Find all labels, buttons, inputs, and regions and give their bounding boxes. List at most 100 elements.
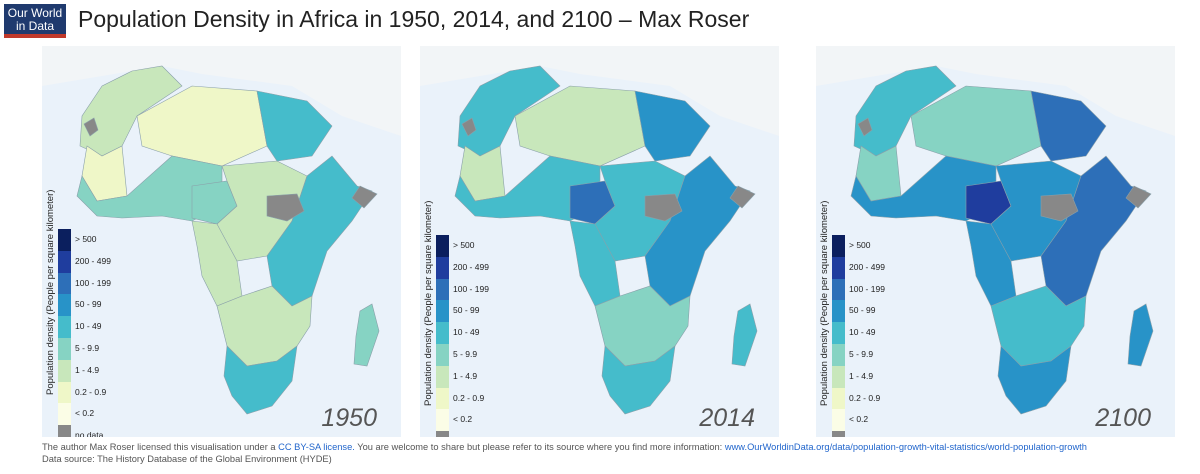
legend-swatch <box>58 359 71 382</box>
region-southtip[interactable] <box>997 345 1072 415</box>
footer-data-source: Data source: The History Database of the… <box>42 454 332 464</box>
legend-swatch <box>832 343 845 366</box>
legend-swatch <box>832 322 845 344</box>
region-east[interactable] <box>644 155 751 307</box>
legend-label: 10 - 49 <box>849 327 876 338</box>
legend-label: 0.2 - 0.9 <box>453 392 485 403</box>
legend-label: > 500 <box>75 234 97 244</box>
owid-logo: Our World in Data <box>4 4 66 38</box>
region-nodata[interactable] <box>461 117 756 222</box>
legend-label: > 500 <box>849 240 871 250</box>
legend-swatch <box>832 300 845 323</box>
region-east[interactable] <box>266 155 373 307</box>
logo-line1: Our World <box>7 6 63 20</box>
legend-title: Population density (People per square ki… <box>423 200 434 406</box>
legend-swatch <box>58 337 71 360</box>
legend-label: 5 - 9.9 <box>75 342 100 353</box>
legend-title: Population density (People per square ki… <box>819 200 830 406</box>
legend-swatch <box>832 409 845 432</box>
legend-swatch <box>436 256 449 279</box>
footer: The author Max Roser licensed this visua… <box>42 441 1087 465</box>
legend-swatch <box>436 365 449 388</box>
legend-swatch <box>58 403 71 426</box>
legend-label: 1 - 4.9 <box>75 364 100 375</box>
legend-label: > 500 <box>453 240 475 250</box>
legend-label: 50 - 99 <box>849 305 876 316</box>
legend-label: 10 - 49 <box>453 327 480 338</box>
region-madagascar[interactable] <box>353 303 380 367</box>
year-label: 1950 <box>321 404 377 432</box>
region-nodata[interactable] <box>857 117 1152 222</box>
legend-label: < 0.2 <box>453 414 473 425</box>
legend-swatch <box>58 294 71 317</box>
license-link[interactable]: CC BY-SA license. <box>278 442 355 452</box>
region-madagascar[interactable] <box>731 303 758 367</box>
legend-swatch <box>436 300 449 323</box>
legend-label: < 0.2 <box>849 414 869 425</box>
year-label: 2014 <box>699 404 755 432</box>
legend-swatch <box>58 381 71 404</box>
legend-label: 0.2 - 0.9 <box>75 386 107 397</box>
legend-label: 1 - 4.9 <box>453 370 478 381</box>
region-southtip[interactable] <box>223 345 298 415</box>
legend-swatch <box>436 409 449 432</box>
legend-swatch <box>58 316 71 338</box>
legend-label: 5 - 9.9 <box>453 348 478 359</box>
legend-swatch <box>832 431 845 437</box>
legend-swatch <box>436 387 449 410</box>
region-south[interactable] <box>990 285 1087 367</box>
africa-map-svg <box>420 46 779 415</box>
legend-swatch <box>832 365 845 388</box>
legend-label: 100 - 199 <box>75 277 111 288</box>
surrounding-land <box>420 46 779 136</box>
region-south[interactable] <box>216 285 313 367</box>
legend-label: 10 - 49 <box>75 321 102 332</box>
year-label: 2100 <box>1095 404 1151 432</box>
legend-swatch <box>58 425 71 437</box>
surrounding-land <box>42 46 401 136</box>
map-panel-1950: Population density (People per square ki… <box>42 46 401 437</box>
legend-label: 100 - 199 <box>849 283 885 294</box>
page-title: Population Density in Africa in 1950, 20… <box>78 6 750 32</box>
region-madagascar[interactable] <box>1127 303 1154 367</box>
source-link[interactable]: www.OurWorldinData.org/data/population-g… <box>724 442 1087 452</box>
legend-swatch <box>832 387 845 410</box>
legend-swatch <box>58 250 71 273</box>
legend-label: no data <box>849 436 877 437</box>
legend-swatch <box>436 235 449 257</box>
africa-map-svg <box>42 46 401 415</box>
region-north[interactable] <box>79 65 183 157</box>
region-east[interactable] <box>1040 155 1147 307</box>
legend-label: no data <box>453 436 481 437</box>
legend-swatch <box>436 278 449 301</box>
region-nile[interactable] <box>634 90 711 162</box>
legend-label: no data <box>75 430 104 437</box>
logo-line2: in Data <box>15 19 55 33</box>
region-nile[interactable] <box>256 90 333 162</box>
region-nile[interactable] <box>1030 90 1107 162</box>
legend-swatch <box>436 431 449 437</box>
legend-label: 50 - 99 <box>453 305 480 316</box>
legend-label: 0.2 - 0.9 <box>849 392 881 403</box>
region-south[interactable] <box>594 285 691 367</box>
legend-swatch <box>832 256 845 279</box>
map-panel-2100: Population density (People per square ki… <box>816 46 1175 437</box>
legend-swatch <box>436 343 449 366</box>
africa-map-svg <box>816 46 1175 415</box>
legend-label: 100 - 199 <box>453 283 489 294</box>
footer-share-text: You are welcome to share but please refe… <box>357 442 723 452</box>
region-southtip[interactable] <box>601 345 676 415</box>
region-north[interactable] <box>853 65 957 157</box>
footer-line1: The author Max Roser licensed this visua… <box>42 441 1087 453</box>
region-nodata[interactable] <box>83 117 378 222</box>
legend-title: Population density (People per square ki… <box>45 189 56 395</box>
region-north[interactable] <box>457 65 561 157</box>
legend-label: 200 - 499 <box>75 255 111 266</box>
legend-label: 200 - 499 <box>849 261 885 272</box>
legend-swatch <box>436 322 449 344</box>
legend-swatch <box>832 235 845 257</box>
legend-label: 1 - 4.9 <box>849 370 874 381</box>
legend-label: < 0.2 <box>75 408 95 419</box>
legend-swatch <box>58 229 71 251</box>
legend-swatch <box>58 272 71 295</box>
